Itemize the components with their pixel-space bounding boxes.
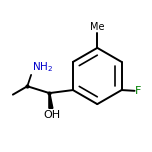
Text: F: F xyxy=(135,86,142,96)
Text: NH$_2$: NH$_2$ xyxy=(32,61,53,74)
Text: Me: Me xyxy=(90,22,105,32)
Polygon shape xyxy=(49,93,53,108)
Text: OH: OH xyxy=(43,110,60,120)
